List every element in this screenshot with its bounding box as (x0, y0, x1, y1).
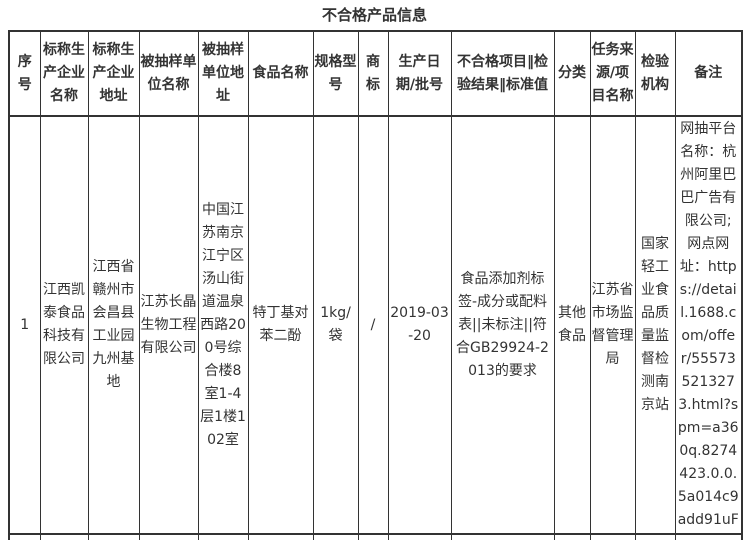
cell-serial: 1 (8, 115, 41, 535)
empty-cell (589, 533, 636, 540)
empty-cell (87, 533, 140, 540)
empty-cell (674, 533, 743, 540)
cell-inspection-agency: 国家轻工业食品质量监督检测南京站 (634, 115, 676, 535)
empty-cell (138, 533, 199, 540)
col-header-trademark: 商标 (357, 30, 389, 117)
empty-cell (8, 533, 41, 540)
empty-cell (312, 533, 359, 540)
col-header-inspection-agency: 检验机构 (634, 30, 676, 117)
table-row-partial (8, 533, 743, 540)
col-header-spec-model: 规格型号 (312, 30, 359, 117)
empty-cell (634, 533, 676, 540)
cell-trademark: / (357, 115, 389, 535)
table-row: 1 江西凯泰食品科技有限公司 江西省赣州市会昌县工业园九州基地 江苏长晶生物工程… (8, 115, 743, 535)
cell-food-name: 特丁基对苯二酚 (247, 115, 314, 535)
cell-sampled-unit-name: 江苏长晶生物工程有限公司 (138, 115, 199, 535)
col-header-remarks: 备注 (674, 30, 743, 117)
empty-cell (387, 533, 452, 540)
cell-spec-model: 1kg/袋 (312, 115, 359, 535)
page-title: 不合格产品信息 (321, 6, 427, 24)
col-header-producer-address: 标称生产企业地址 (87, 30, 140, 117)
empty-cell (450, 533, 555, 540)
noncompliant-products-table: 序号 标称生产企业名称 标称生产企业地址 被抽样单位名称 被抽样单位地址 食品名… (8, 30, 743, 540)
col-header-noncompliant-item: 不合格项目‖检验结果‖标准值 (450, 30, 555, 117)
col-header-serial: 序号 (8, 30, 41, 117)
empty-cell (247, 533, 314, 540)
empty-cell (197, 533, 249, 540)
cell-noncompliant-item: 食品添加剂标签-成分或配料表||未标注||符合GB29924-2013的要求 (450, 115, 555, 535)
col-header-sampled-unit-name: 被抽样单位名称 (138, 30, 199, 117)
cell-production-date: 2019-03-20 (387, 115, 452, 535)
col-header-food-name: 食品名称 (247, 30, 314, 117)
empty-cell (553, 533, 591, 540)
col-header-producer-name: 标称生产企业名称 (39, 30, 89, 117)
cell-producer-address: 江西省赣州市会昌县工业园九州基地 (87, 115, 140, 535)
col-header-task-source: 任务来源/项目名称 (589, 30, 636, 117)
empty-cell (357, 533, 389, 540)
col-header-category: 分类 (553, 30, 591, 117)
col-header-sampled-unit-address: 被抽样单位地址 (197, 30, 249, 117)
empty-cell (39, 533, 89, 540)
col-header-production-date: 生产日期/批号 (387, 30, 452, 117)
cell-task-source: 江苏省市场监督管理局 (589, 115, 636, 535)
cell-sampled-unit-address: 中国江苏南京江宁区汤山街道温泉西路200号综合楼8室1-4层1楼102室 (197, 115, 249, 535)
table-header-row: 序号 标称生产企业名称 标称生产企业地址 被抽样单位名称 被抽样单位地址 食品名… (8, 30, 743, 117)
cell-category: 其他食品 (553, 115, 591, 535)
cell-producer-name: 江西凯泰食品科技有限公司 (39, 115, 89, 535)
cell-remarks: 网抽平台名称：杭州阿里巴巴广告有限公司; 网点网址：https://detail… (674, 115, 743, 535)
